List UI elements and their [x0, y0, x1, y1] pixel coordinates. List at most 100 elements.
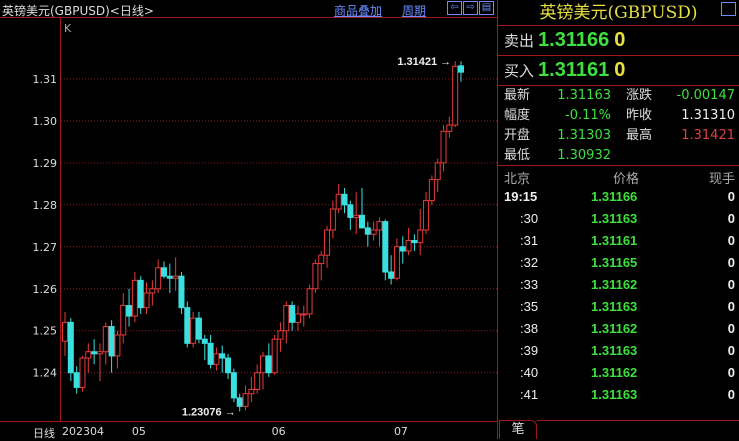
- stats-block: 最新 1.31163 涨跌 -0.00147 幅度 -0.11% 昨收 1.31…: [498, 86, 739, 166]
- period-label: 日线: [33, 427, 55, 440]
- candle-up: [62, 321, 68, 342]
- ticks-header: 北京 价格 现手: [498, 166, 739, 187]
- candle-up: [79, 357, 86, 388]
- candle-up: [324, 229, 331, 256]
- low-marker-label: 1.23076 →: [182, 406, 236, 418]
- candle-up: [440, 130, 447, 164]
- maximize-icon[interactable]: [721, 2, 736, 16]
- tick-row: :31 1.31161 0: [498, 230, 739, 252]
- candlestick-chart[interactable]: K 1.31 1.30 1.29 1.28 1.27 1.26 1.25 1.24 1.31421…: [0, 18, 497, 421]
- candle-up: [120, 305, 127, 336]
- tick-volume: 0: [727, 387, 735, 402]
- candle-up: [271, 338, 278, 374]
- candle-down: [359, 214, 365, 229]
- candle-down: [458, 65, 464, 73]
- tick-time: 19:15: [504, 189, 538, 204]
- candle-down: [347, 204, 354, 218]
- tick-volume: 0: [727, 299, 735, 314]
- candle-up: [242, 393, 249, 407]
- sell-volume: 0: [614, 29, 626, 51]
- candle-down: [195, 317, 202, 340]
- candle-up: [283, 305, 290, 332]
- low-label: 最低: [504, 148, 531, 163]
- sell-label: 卖出: [504, 32, 535, 50]
- tick-volume: 0: [727, 321, 735, 336]
- prev-close-value: 1.31310: [681, 108, 735, 123]
- tick-row: :35 1.31163 0: [498, 296, 739, 318]
- candle-down: [137, 279, 144, 309]
- tick-price: 1.31162: [591, 365, 638, 380]
- tick-time: :30: [520, 211, 539, 226]
- y-tick-label: 1.26: [33, 283, 58, 296]
- candle-down: [219, 353, 226, 359]
- tick-time: :33: [520, 277, 539, 292]
- tick-price: 1.31162: [591, 277, 638, 292]
- tick-row: :33 1.31162 0: [498, 274, 739, 296]
- change-label: 涨跌: [626, 88, 653, 103]
- period-link[interactable]: 周期: [402, 4, 427, 18]
- tick-volume: 0: [727, 189, 735, 204]
- candle-down: [207, 342, 214, 365]
- tick-row: :39 1.31163 0: [498, 340, 739, 362]
- tick-volume: 0: [727, 255, 735, 270]
- candle-down: [399, 246, 406, 252]
- candle-down: [91, 351, 98, 355]
- tick-volume: 0: [727, 211, 735, 226]
- candle-up: [213, 353, 220, 365]
- candle-up: [318, 254, 325, 265]
- x-tick: 05: [131, 425, 146, 438]
- tick-price: 1.31163: [591, 211, 638, 226]
- candle-down: [108, 326, 115, 357]
- tick-price: 1.31165: [591, 255, 638, 270]
- candle-up: [376, 221, 383, 231]
- tick-row: :38 1.31162 0: [498, 318, 739, 340]
- candle-up: [114, 334, 121, 357]
- candle-up: [248, 389, 255, 395]
- tab-trades[interactable]: 笔: [499, 420, 537, 439]
- x-tick: 202304: [62, 425, 104, 438]
- candle-up: [423, 200, 430, 231]
- buy-label: 买入: [504, 62, 535, 80]
- candle-down: [364, 227, 371, 235]
- high-label: 最高: [626, 128, 653, 143]
- candle-up: [260, 355, 266, 374]
- y-tick-label: 1.30: [33, 115, 58, 128]
- candle-up: [353, 214, 360, 218]
- sell-price: 1.31166: [538, 29, 610, 51]
- open-label: 开盘: [504, 128, 531, 143]
- last-label: 最新: [504, 88, 531, 103]
- tick-time: :41: [520, 387, 539, 402]
- candle-up: [254, 372, 261, 391]
- candle-up: [446, 124, 453, 132]
- candle-down: [341, 193, 348, 206]
- x-axis: 日线 202304 05 06 07: [0, 421, 497, 440]
- tick-price: 1.31163: [591, 387, 638, 402]
- candle-up: [434, 162, 441, 181]
- prev-close-label: 昨收: [626, 108, 653, 123]
- arrow-right-icon[interactable]: ⇨: [463, 1, 478, 15]
- candle-up: [102, 326, 109, 353]
- layout-icon[interactable]: ▤: [479, 1, 494, 15]
- candle-up: [306, 288, 313, 315]
- overlay-link[interactable]: 商品叠加: [334, 4, 383, 18]
- candle-up: [96, 351, 103, 355]
- candle-down: [388, 271, 395, 279]
- candle-down: [184, 307, 191, 344]
- candle-up: [85, 351, 92, 359]
- candle-up: [393, 246, 400, 279]
- y-tick-label: 1.24: [33, 367, 58, 380]
- pct-value: -0.11%: [565, 108, 611, 123]
- candle-up: [277, 330, 284, 340]
- open-value: 1.31303: [557, 128, 611, 143]
- change-value: -0.00147: [676, 88, 735, 103]
- candle-up: [190, 317, 197, 344]
- candle-up: [428, 179, 435, 202]
- candle-up: [131, 279, 138, 317]
- candle-down: [236, 397, 243, 407]
- candle-down: [201, 338, 208, 344]
- candle-down: [166, 275, 173, 279]
- candle-down: [178, 275, 185, 309]
- tick-price: 1.31161: [591, 233, 638, 248]
- arrow-left-icon[interactable]: ⇦: [447, 1, 462, 15]
- candle-up: [172, 275, 179, 279]
